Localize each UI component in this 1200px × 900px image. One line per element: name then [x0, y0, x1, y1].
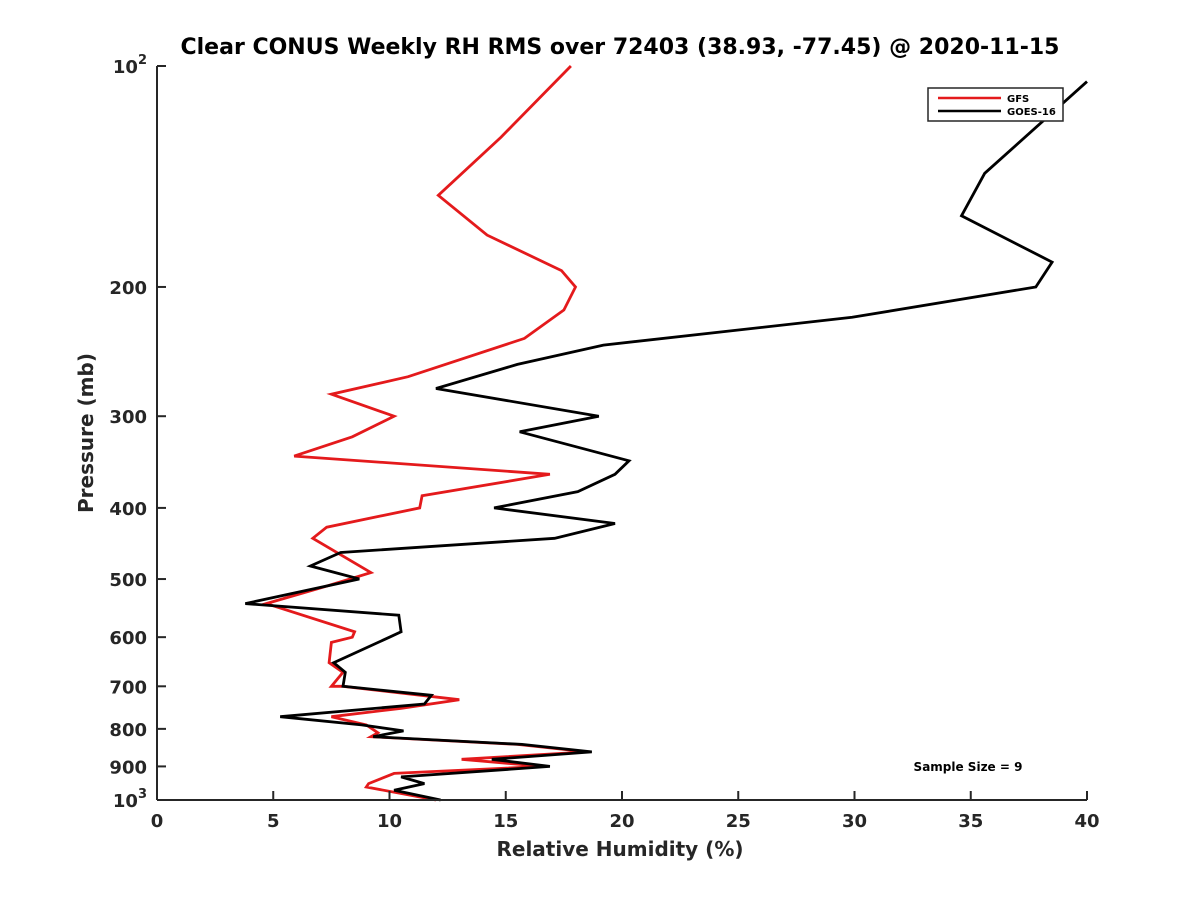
y-tick-label: 900 [109, 757, 147, 778]
y-tick-label: 600 [109, 628, 147, 649]
x-tick-label: 35 [958, 811, 983, 832]
axes: 0 5 10 15 20 25 30 35 40 102 200 300 400 500 600 700 800… [109, 53, 1099, 832]
plot-background [157, 66, 1087, 800]
y-tick-label: 400 [109, 499, 147, 520]
series-line-goes-16 [245, 80, 1088, 802]
x-tick-label: 0 [151, 811, 164, 832]
x-tick-label: 25 [726, 811, 751, 832]
plot-area [157, 66, 1087, 800]
legend-label-gfs: GFS [1007, 94, 1029, 105]
legend[interactable]: GFS GOES-16 [927, 87, 1064, 122]
y-tick-label: 800 [109, 720, 147, 741]
y-tick-label: 500 [109, 570, 147, 591]
x-axis-label: Relative Humidity (%) [496, 837, 743, 861]
x-tick-label: 40 [1074, 811, 1099, 832]
chart-title: Clear CONUS Weekly RH RMS over 72403 (38… [181, 35, 1060, 60]
x-tick-label: 30 [842, 811, 867, 832]
x-tick-label: 15 [493, 811, 518, 832]
y-tick-label: 300 [109, 407, 147, 428]
sample-size-annotation: Sample Size = 9 [914, 760, 1023, 774]
y-tick-label: 200 [109, 278, 147, 299]
y-tick-label: 103 [113, 787, 147, 812]
legend-label-goes-16: GOES-16 [1007, 107, 1056, 118]
legend-box [927, 87, 1064, 122]
y-tick-label: 700 [109, 677, 147, 698]
x-tick-label: 10 [377, 811, 402, 832]
y-axis-label: Pressure (mb) [74, 353, 98, 513]
x-tick-label: 5 [267, 811, 280, 832]
x-tick-label: 20 [609, 811, 634, 832]
y-tick-label: 102 [113, 53, 147, 78]
series-layer [245, 65, 1088, 802]
